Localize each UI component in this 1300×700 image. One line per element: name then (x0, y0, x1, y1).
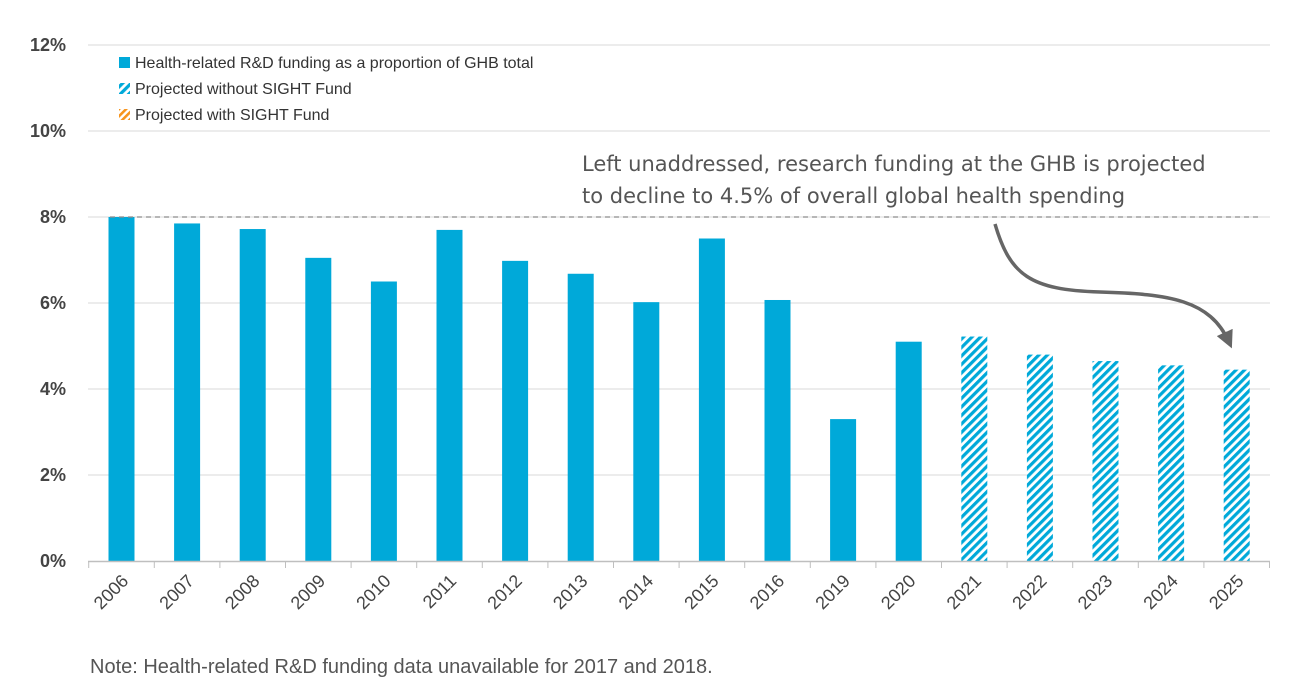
bar-historical (502, 260, 529, 561)
annotation-line-2: to decline to 4.5% of overall global hea… (582, 184, 1125, 208)
x-tick-label: 2015 (680, 571, 722, 613)
x-tick-label: 2008 (221, 571, 263, 613)
x-tick-label: 2011 (419, 571, 461, 613)
y-axis: 0% 2% 4% 6% 8% 10% 12% (30, 35, 66, 571)
x-tick-label: 2023 (1074, 571, 1116, 613)
x-axis: 2006 2007 2008 2009 2010 2011 2012 2013 2014 2015… (88, 560, 1270, 613)
y-tick-label: 0% (40, 551, 66, 571)
bar-historical (764, 299, 791, 561)
footnote: Note: Health-related R&D funding data un… (90, 656, 713, 678)
y-tick-label: 4% (40, 379, 66, 399)
y-tick-label: 2% (40, 465, 66, 485)
legend: Health-related R&D funding as a proporti… (119, 55, 533, 124)
annotation-arrow (993, 223, 1233, 349)
legend-swatch-projected-with (119, 109, 130, 120)
bar-historical (239, 229, 266, 562)
bar-projected (1158, 365, 1185, 561)
legend-label-historical: Health-related R&D funding as a proporti… (135, 55, 533, 72)
bar-historical (436, 229, 463, 561)
bars (108, 217, 1250, 562)
annotation-line-1: Left unaddressed, research funding at th… (582, 152, 1206, 176)
bar-projected (1092, 361, 1119, 561)
x-tick-label: 2020 (877, 571, 919, 613)
y-tick-label: 10% (30, 121, 66, 141)
bar-historical (370, 281, 397, 561)
bar-projected (1223, 369, 1250, 561)
x-tick-label: 2014 (615, 571, 657, 613)
x-tick-label: 2024 (1139, 571, 1181, 613)
legend-swatch-projected-without (119, 83, 130, 94)
legend-label-projected-without: Projected without SIGHT Fund (135, 81, 352, 98)
x-tick-label: 2009 (287, 571, 329, 613)
x-tick-label: 2013 (549, 571, 591, 613)
x-tick-label: 2019 (811, 571, 853, 613)
y-tick-label: 12% (30, 35, 66, 55)
legend-label-projected-with: Projected with SIGHT Fund (135, 107, 329, 124)
x-tick-label: 2010 (352, 571, 394, 613)
x-tick-label: 2006 (90, 571, 132, 613)
x-tick-label: 2025 (1205, 571, 1247, 613)
bar-projected (1026, 354, 1053, 561)
bar-historical (305, 257, 332, 561)
legend-swatch-historical (119, 57, 130, 68)
y-tick-label: 8% (40, 207, 66, 227)
x-tick-label: 2021 (943, 571, 985, 613)
x-tick-label: 2016 (746, 571, 788, 613)
bar-projected (961, 336, 988, 561)
y-tick-label: 6% (40, 293, 66, 313)
bar-historical (567, 273, 594, 561)
bar-historical (830, 419, 857, 561)
x-tick-label: 2012 (483, 571, 525, 613)
bar-historical (633, 302, 660, 561)
x-tick-label: 2022 (1008, 571, 1050, 613)
x-tick-label: 2007 (155, 571, 197, 613)
annotation: Left unaddressed, research funding at th… (582, 152, 1233, 349)
bar-historical (895, 341, 922, 561)
bar-historical (174, 223, 201, 561)
bar-historical (108, 217, 135, 561)
bar-historical (698, 238, 725, 561)
